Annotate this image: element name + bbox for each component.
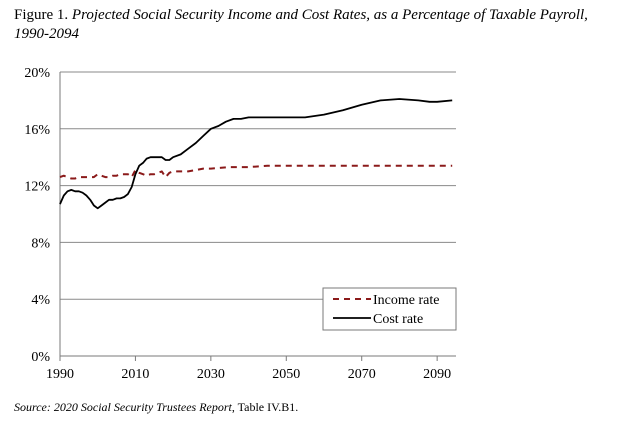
source-note: Source: 2020 Social Security Trustees Re… — [14, 400, 298, 415]
x-tick-label: 2050 — [272, 367, 300, 382]
cost-rate-line — [59, 98, 453, 210]
y-tick-label: 20% — [24, 66, 50, 81]
legend: Income rate Cost rate — [322, 287, 457, 331]
source-prefix: Source: 2020 Social Security Trustees Re… — [14, 400, 232, 414]
x-tick-label: 1990 — [46, 367, 74, 382]
y-tick-label: 4% — [31, 293, 50, 308]
x-tick-label: 2090 — [423, 367, 451, 382]
y-tick-label: 16% — [24, 123, 50, 138]
legend-label: Cost rate — [373, 312, 423, 327]
y-tick-label: 12% — [24, 180, 50, 195]
series-lines — [59, 98, 453, 210]
gridlines — [60, 71, 456, 300]
figure-title-text: Projected Social Security Income and Cos… — [14, 7, 588, 42]
x-tick-label: 2010 — [121, 367, 149, 382]
y-tick-label: 0% — [31, 350, 50, 365]
y-tick-label: 8% — [31, 236, 50, 251]
legend-box — [322, 287, 457, 331]
x-tick-label: 2070 — [348, 367, 376, 382]
axes: 0% 4% 8% 12% 16% 20% 1990 2010 2030 2050 2070 2090 — [24, 66, 456, 382]
figure-title: Figure 1. Projected Social Security Inco… — [14, 6, 614, 44]
figure-label: Figure 1. — [14, 7, 69, 23]
source-suffix: , Table IV.B1. — [231, 400, 299, 414]
x-tick-label: 2030 — [197, 367, 225, 382]
legend-label: Income rate — [373, 293, 439, 308]
income-rate-line — [59, 164, 453, 180]
